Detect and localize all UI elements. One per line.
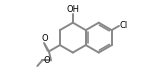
Text: O: O xyxy=(41,34,48,43)
Text: O: O xyxy=(43,56,50,65)
Text: OH: OH xyxy=(66,5,79,14)
Text: Cl: Cl xyxy=(120,21,128,30)
